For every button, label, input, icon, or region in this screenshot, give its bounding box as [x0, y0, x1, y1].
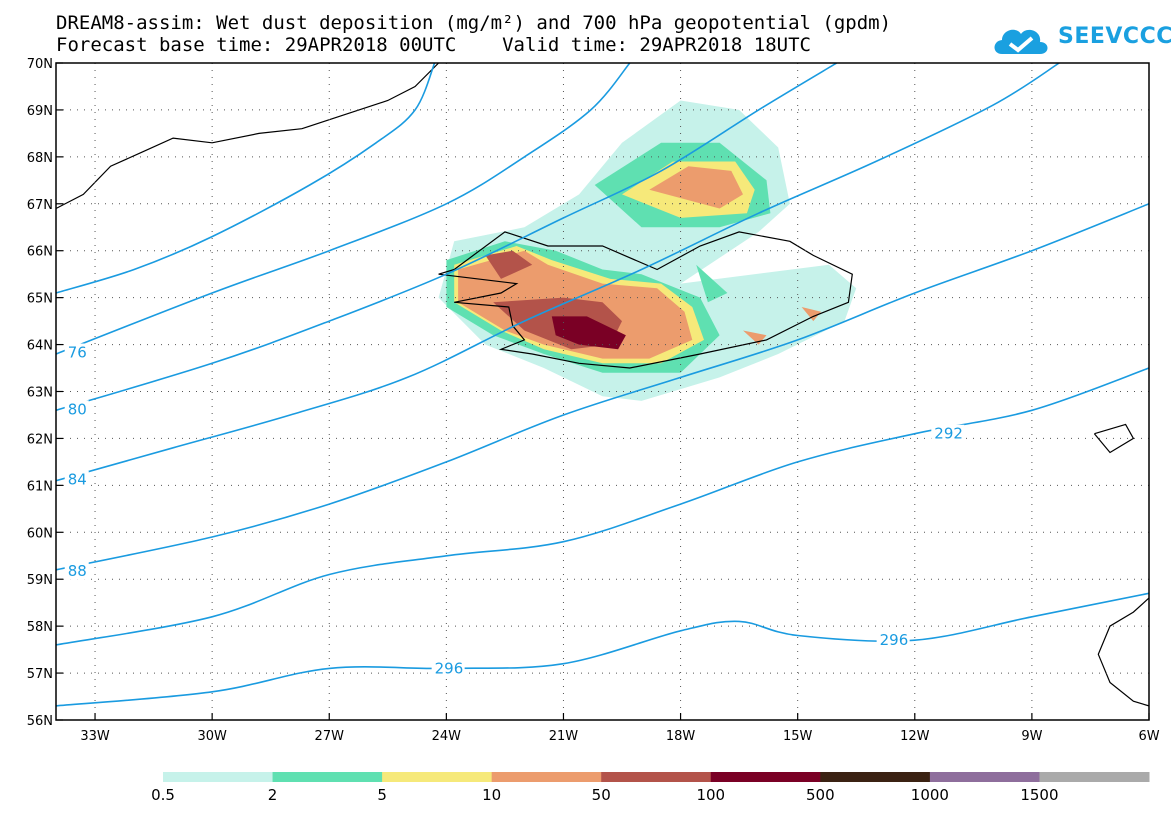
lon-tick-label: 18W [666, 729, 696, 744]
dust-area-50-0 [485, 250, 533, 279]
map-subtitle: Forecast base time: 29APR2018 00UTC Vali… [56, 34, 811, 56]
lat-tick-label: 62N [27, 432, 53, 447]
legend-label-8: 1500 [1020, 786, 1058, 804]
lon-tick-label: 30W [197, 729, 227, 744]
logo-text: SEEVCCC [1058, 24, 1173, 49]
dust-area-10-3 [801, 307, 822, 322]
contour-label: 292 [934, 425, 963, 443]
contour-label-bg [64, 561, 89, 580]
contour-label: 80 [68, 400, 87, 418]
geopotential-contours: 76 80 84 88 292 296 296 [56, 63, 1149, 707]
lat-tick-label: 60N [27, 526, 53, 541]
legend-label-2: 5 [377, 786, 387, 804]
legend-label-3: 10 [482, 786, 501, 804]
geopotential-contour-1 [56, 63, 631, 355]
graticule-layer [56, 63, 1149, 720]
lat-tick-label: 68N [27, 151, 53, 166]
legend-swatch-4 [601, 772, 712, 782]
contour-label: 84 [68, 471, 87, 489]
lon-tick-label: 12W [900, 729, 930, 744]
lat-tick-label: 66N [27, 245, 53, 260]
contour-label-bg [931, 424, 965, 443]
lon-tick-label: 6W [1138, 729, 1159, 744]
legend-label-4: 50 [592, 786, 611, 804]
lat-tick-label: 67N [27, 198, 53, 213]
contour-label: 76 [68, 344, 87, 362]
lat-tick-label: 63N [27, 386, 53, 401]
lon-tick-label: 33W [80, 729, 110, 744]
legend-swatch-8 [1039, 772, 1150, 782]
lat-tick-label: 65N [27, 292, 53, 307]
legend-swatch-6 [820, 772, 931, 782]
coastline-3 [1097, 597, 1149, 707]
coastline-0 [438, 231, 853, 369]
contour-label: 88 [68, 562, 87, 580]
contour-label-bg [876, 631, 910, 650]
geopotential-contour-3 [56, 63, 1060, 482]
color-legend: 0.5 2 5 10 50 100 500 1000 1500 [151, 772, 1150, 804]
geopotential-contour-6 [56, 592, 1149, 707]
lat-tick-label: 59N [27, 573, 53, 588]
legend-swatch-2 [382, 772, 493, 782]
contour-label: 296 [435, 659, 464, 677]
legend-swatch-3 [491, 772, 602, 782]
lat-tick-label: 70N [27, 57, 53, 72]
contour-label: 296 [880, 631, 909, 649]
geopotential-contour-4 [56, 203, 1149, 571]
dust-area-100-0 [551, 316, 626, 350]
dust-deposition-layer [438, 100, 857, 401]
lat-tick-label: 58N [27, 620, 53, 635]
contour-label-bg [64, 343, 89, 362]
legend-swatch-7 [929, 772, 1040, 782]
legend-swatch-5 [710, 772, 821, 782]
legend-label-0: 0.5 [151, 786, 175, 804]
coastline-1 [56, 63, 440, 210]
seevccc-logo [990, 20, 1140, 62]
legend-swatch-0 [163, 772, 274, 782]
coastline-layer [56, 63, 1149, 707]
legend-label-1: 2 [268, 786, 278, 804]
map-title: DREAM8-assim: Wet dust deposition (mg/m²… [56, 12, 892, 34]
legend-label-7: 1000 [911, 786, 949, 804]
lat-tick-label: 57N [27, 667, 53, 682]
geopotential-contour-2 [56, 63, 838, 412]
dust-area-2-2 [696, 264, 728, 303]
lon-tick-label: 27W [315, 729, 345, 744]
cloud-logo-icon [994, 29, 1048, 54]
legend-swatch-1 [272, 772, 383, 782]
contour-label-bg [64, 470, 89, 489]
contour-label-bg [431, 659, 465, 678]
lat-tick-label: 56N [27, 714, 53, 729]
coastline-2 [1093, 423, 1135, 454]
lat-tick-label: 61N [27, 479, 53, 494]
lat-tick-label: 64N [27, 339, 53, 354]
legend-label-6: 500 [806, 786, 835, 804]
lon-tick-label: 24W [432, 729, 462, 744]
axis-ticks: 33W 30W 27W 24W 21W 18W 15W 12W 9W 6W 56N 57N 58N 59N… [27, 57, 1160, 744]
legend-label-5: 100 [696, 786, 725, 804]
geopotential-contour-0 [56, 63, 436, 294]
lon-tick-label: 15W [783, 729, 813, 744]
lon-tick-label: 9W [1021, 729, 1042, 744]
geopotential-contour-5 [56, 367, 1149, 646]
dust-area-10-0 [649, 166, 743, 209]
lon-tick-label: 21W [549, 729, 579, 744]
contour-label-bg [64, 400, 89, 419]
lat-tick-label: 69N [27, 104, 53, 119]
